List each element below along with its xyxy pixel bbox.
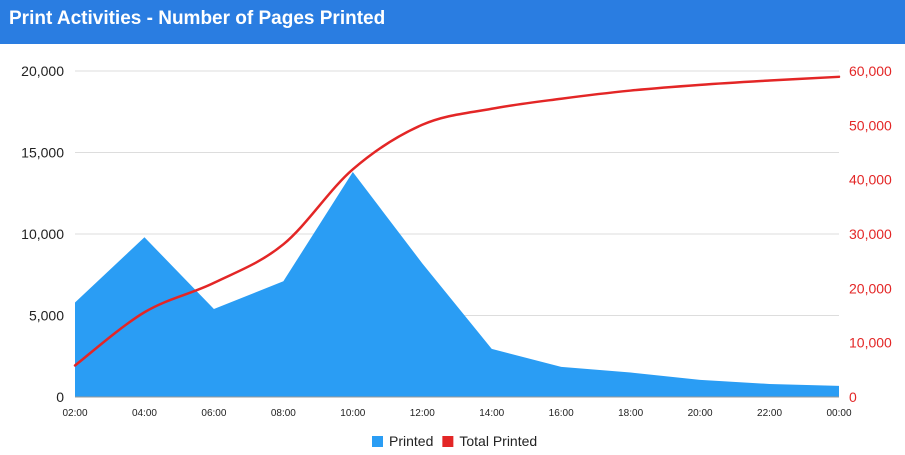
chart-title: Print Activities - Number of Pages Print… [9,8,386,29]
legend-label: Total Printed [459,433,537,449]
x-tick-label: 00:00 [826,408,851,419]
y-right-tick-label: 0 [849,389,857,405]
chart-header: Print Activities - Number of Pages Print… [0,0,905,44]
y-left-tick-label: 5,000 [29,308,64,324]
x-tick-label: 18:00 [618,408,643,419]
x-tick-label: 16:00 [549,408,574,419]
printed-area [75,172,839,397]
total-line-layer [73,75,841,367]
legend-swatch [372,436,383,447]
right-axis: 0 10,000 20,000 30,000 40,000 50,000 60,000 [849,63,892,405]
chart-legend: Printed Total Printed [372,433,537,449]
printed-area-layer [75,172,839,397]
x-tick-label: 22:00 [757,408,782,419]
total-printed-line [73,75,841,367]
legend-label: Printed [389,433,433,449]
x-tick-label: 10:00 [340,408,365,419]
x-axis: 02:00 04:00 06:00 08:00 10:00 12:00 14:00 16:00… [62,396,852,419]
x-tick-label: 04:00 [132,408,157,419]
y-right-tick-label: 60,000 [849,63,892,79]
y-right-tick-label: 10,000 [849,335,892,351]
y-right-tick-label: 20,000 [849,280,892,296]
legend-swatch [442,436,454,447]
x-tick-label: 20:00 [688,408,713,419]
left-axis: 0 5,000 10,000 15,000 20,000 [21,63,64,405]
grid-lines [75,70,839,316]
y-right-tick-label: 30,000 [849,226,892,242]
x-tick-label: 14:00 [479,408,504,419]
y-left-tick-label: 20,000 [21,63,64,79]
x-tick-label: 06:00 [201,408,226,419]
y-left-tick-label: 10,000 [21,226,64,242]
x-tick-label: 08:00 [271,408,296,419]
y-left-tick-label: 0 [56,389,64,405]
x-tick-label: 02:00 [62,408,87,419]
y-left-tick-label: 15,000 [21,145,64,161]
y-right-tick-label: 40,000 [849,172,892,188]
y-right-tick-label: 50,000 [849,117,892,133]
x-tick-label: 12:00 [410,408,435,419]
